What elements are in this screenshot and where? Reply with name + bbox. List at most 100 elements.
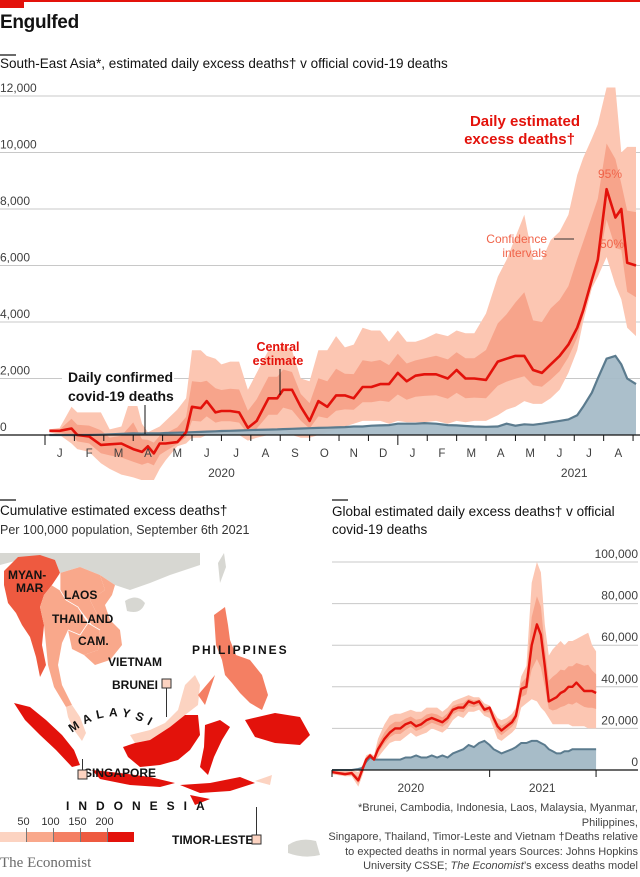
month-label: A — [144, 448, 152, 460]
central-estimate-line — [331, 623, 597, 782]
footnote-source-italic: The Economist — [450, 860, 524, 872]
label-singapore: SINGAPORE — [84, 766, 156, 780]
main-chart: 0 2,000 4,000 6,000 8,000 10,000 12,000 J F M A M J… — [0, 81, 640, 480]
legend-swatch — [81, 832, 107, 842]
footnote-line: University CSSE; The Economist’s excess … — [322, 859, 638, 874]
footnote-line: to expected deaths in normal years Sourc… — [345, 845, 638, 858]
legend-tick-label: 50 — [17, 816, 29, 828]
legend-swatch — [0, 832, 26, 842]
month-label: F — [86, 448, 93, 460]
label-myanmar-2: MAR — [16, 581, 44, 595]
footnote-line: *Brunei, Cambodia, Indonesia, Laos, Mala… — [357, 802, 638, 829]
brand-logo: The Economist — [0, 855, 92, 871]
month-label: M — [114, 448, 124, 460]
main-chart-title: South-East Asia*, estimated daily excess… — [0, 56, 448, 71]
year-label: 2020 — [397, 781, 424, 795]
y-tick-label: 100,000 — [595, 547, 639, 561]
map-malaysia — [66, 675, 200, 743]
y-tick-label: 40,000 — [601, 672, 638, 686]
legend-swatch — [108, 832, 134, 842]
label-laos: LAOS — [64, 588, 97, 602]
month-label: A — [615, 448, 623, 460]
month-label: J — [233, 448, 239, 460]
label-thailand: THAILAND — [52, 612, 114, 626]
y-tick-label: 6,000 — [0, 251, 30, 265]
label-indonesia: INDONESIA — [66, 799, 214, 813]
global-title-rule — [332, 499, 348, 501]
label-vietnam: VIETNAM — [108, 655, 162, 669]
annotation-confirmed-1: Daily confirmed — [68, 369, 173, 385]
month-label: N — [350, 448, 358, 460]
y-tick-label: 60,000 — [601, 630, 638, 644]
map-myanmar — [4, 555, 60, 677]
annotation-central-1: Central — [256, 340, 299, 354]
legend-tick-label: 200 — [95, 816, 113, 828]
month-label: F — [438, 448, 445, 460]
timor-marker — [251, 834, 262, 845]
month-label: M — [173, 448, 183, 460]
title-rule — [0, 54, 16, 56]
map-title-rule — [0, 499, 16, 501]
month-label: J — [557, 448, 563, 460]
singapore-marker — [77, 769, 88, 780]
annotation-50: 50% — [600, 237, 624, 251]
year-label: 2021 — [529, 781, 556, 795]
annotation-95: 95% — [598, 167, 622, 181]
label-timor: TIMOR-LESTE — [172, 833, 253, 847]
y-tick-label: 80,000 — [601, 589, 638, 603]
map-land-png — [288, 839, 320, 857]
label-brunei: BRUNEI — [112, 678, 158, 692]
map-vietnam — [84, 575, 122, 665]
month-label: M — [467, 448, 477, 460]
year-label: 2020 — [208, 466, 235, 480]
legend-tick-label: 150 — [68, 816, 86, 828]
month-label: J — [57, 448, 63, 460]
annotation-excess-1: Daily estimated — [470, 113, 580, 130]
central-estimate-line — [49, 187, 637, 455]
map-indonesia — [14, 703, 310, 805]
month-label: M — [525, 448, 535, 460]
map-timor — [255, 775, 272, 785]
global-chart-title: Global estimated daily excess deaths† v … — [332, 504, 615, 537]
brand-tag — [0, 0, 24, 8]
label-cambodia: CAM. — [78, 634, 109, 648]
month-label: S — [291, 448, 299, 460]
map-legend: 50 100 150 200 — [0, 816, 134, 842]
label-myanmar-1: MYAN- — [8, 568, 46, 582]
y-tick-label: 20,000 — [601, 713, 638, 727]
month-label: J — [586, 448, 592, 460]
map-laos — [60, 567, 105, 625]
map-land-hainan — [125, 597, 145, 612]
year-label: 2021 — [561, 466, 588, 480]
footnote: *Brunei, Cambodia, Indonesia, Laos, Mala… — [322, 801, 638, 874]
official-deaths-area — [49, 355, 636, 435]
map-subtitle: Per 100,000 population, September 6th 20… — [0, 523, 250, 537]
top-rule — [0, 0, 640, 2]
month-label: O — [320, 448, 329, 460]
y-tick-label: 4,000 — [0, 307, 30, 321]
footnote-line: Singapore, Thailand, Timor-Leste and Vie… — [328, 831, 638, 843]
y-tick-label: 2,000 — [0, 364, 30, 378]
legend-swatch — [27, 832, 53, 842]
ci50-band — [332, 596, 597, 784]
annotation-ci-2: intervals — [502, 246, 547, 260]
legend-tick-label: 100 — [41, 816, 59, 828]
annotation-background — [62, 366, 174, 406]
footnote-source-end: ’s excess deaths model — [523, 860, 638, 872]
annotation-ci-1: Confidence — [486, 232, 547, 246]
page-title: Engulfed — [0, 12, 79, 33]
annotation-confirmed-2: covid-19 deaths — [68, 388, 174, 404]
label-philippines: PHILIPPINES — [192, 643, 289, 657]
border-line — [51, 584, 89, 624]
annotation-excess-2: excess deaths† — [464, 131, 575, 148]
month-label: A — [262, 448, 270, 460]
annotation-central-2: estimate — [253, 354, 304, 368]
footnote-source: University CSSE; — [363, 860, 451, 872]
y-tick-label: 8,000 — [0, 194, 30, 208]
map-title: Cumulative estimated excess deaths† — [0, 503, 228, 518]
official-deaths-line — [49, 354, 637, 437]
month-label: D — [379, 448, 387, 460]
month-label: J — [410, 448, 416, 460]
map-land-taiwan — [218, 553, 226, 583]
map: MYAN- MAR LAOS THAILAND CAM. VIETNAM BRU… — [0, 545, 320, 857]
